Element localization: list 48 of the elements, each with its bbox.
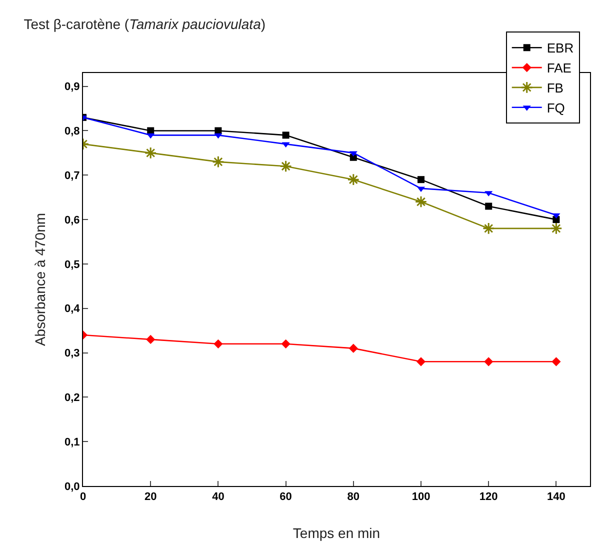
point xyxy=(212,156,224,168)
chart-title: Test β-carotène (Tamarix pauciovulata) xyxy=(24,16,266,32)
point xyxy=(552,213,560,219)
legend-label: EBR xyxy=(546,40,574,56)
x-tick-label: 0 xyxy=(80,491,86,504)
y-tick-label: 0,4 xyxy=(64,303,81,316)
legend-label: FAE xyxy=(546,60,572,76)
point xyxy=(144,146,157,160)
legend-label: FB xyxy=(546,80,564,96)
x-tick-label: 120 xyxy=(479,491,498,504)
x-axis-title: Temps en min xyxy=(292,525,380,541)
y-tick-label: 0,1 xyxy=(64,436,80,448)
point xyxy=(348,344,358,353)
point xyxy=(280,160,292,172)
y-tick-label: 0,6 xyxy=(64,214,80,226)
point xyxy=(414,196,428,208)
point xyxy=(282,132,290,139)
point xyxy=(214,133,222,139)
point xyxy=(552,357,561,366)
point xyxy=(214,127,222,134)
point xyxy=(484,357,494,366)
point xyxy=(146,133,155,139)
point xyxy=(282,142,290,148)
x-tick-label: 20 xyxy=(144,491,157,504)
x-tick-label: 100 xyxy=(412,491,430,504)
point xyxy=(214,339,223,348)
point xyxy=(147,127,154,134)
y-tick-label: 0,3 xyxy=(64,348,80,360)
y-tick-label: 0,9 xyxy=(64,81,80,94)
x-tick-label: 80 xyxy=(347,491,360,504)
y-axis-title: Absorbance à 470nm xyxy=(32,212,48,346)
x-tick-label: 140 xyxy=(547,491,566,504)
x-tick-label: 60 xyxy=(280,491,292,504)
point xyxy=(146,334,156,344)
legend-label: FQ xyxy=(546,100,565,116)
point xyxy=(485,202,492,210)
y-tick-label: 0,0 xyxy=(64,480,80,493)
point xyxy=(482,222,495,235)
y-tick-label: 0,8 xyxy=(64,126,80,138)
point xyxy=(550,222,562,235)
point xyxy=(347,173,360,186)
point xyxy=(418,176,424,184)
x-tick-label: 40 xyxy=(212,491,224,504)
point xyxy=(416,357,426,366)
y-tick-label: 0,7 xyxy=(64,170,80,182)
point xyxy=(281,339,290,348)
y-tick-label: 0,2 xyxy=(64,392,80,404)
y-tick-label: 0,5 xyxy=(64,258,80,271)
